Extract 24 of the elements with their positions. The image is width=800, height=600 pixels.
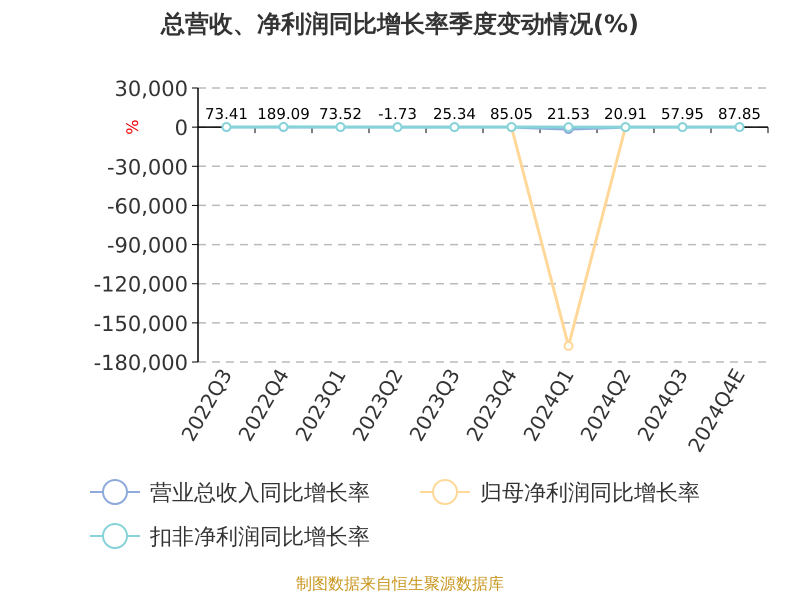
data-label: 57.95 <box>661 105 704 124</box>
y-tick-label: 30,000 <box>114 77 188 101</box>
data-label: 21.53 <box>547 105 590 124</box>
y-tick-label: 0 <box>174 116 188 140</box>
y-tick-label: -150,000 <box>94 312 188 336</box>
y-tick-label: -120,000 <box>94 272 188 297</box>
y-axis-title: % <box>123 120 142 135</box>
data-label: 85.05 <box>490 105 533 124</box>
legend-label: 营业总收入同比增长率 <box>150 481 370 506</box>
data-label: 189.09 <box>257 104 310 123</box>
point <box>564 340 574 351</box>
data-label: 25.34 <box>433 105 476 124</box>
data-label: 20.91 <box>604 105 647 124</box>
data-label: -1.73 <box>378 105 417 124</box>
data-label: 73.41 <box>205 105 248 124</box>
text: 制图数据来自恒生聚源数据库 <box>296 574 504 593</box>
data-label: 73.52 <box>319 105 362 124</box>
data-label: 87.85 <box>718 105 761 124</box>
y-tick-label: -60,000 <box>106 194 188 218</box>
chart-title: 总营收、净利润同比增长率季度变动情况(%) <box>160 10 639 38</box>
legend-label: 扣非净利润同比增长率 <box>149 525 370 550</box>
y-tick-label: -30,000 <box>106 155 188 180</box>
y-tick-label: -90,000 <box>106 234 188 258</box>
legend-label: 归母净利润同比增长率 <box>480 481 700 506</box>
